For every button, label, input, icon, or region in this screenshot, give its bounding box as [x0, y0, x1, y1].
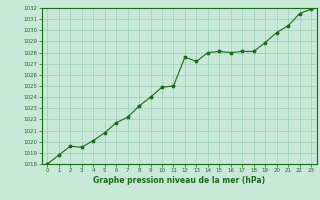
X-axis label: Graphe pression niveau de la mer (hPa): Graphe pression niveau de la mer (hPa) — [93, 176, 265, 185]
